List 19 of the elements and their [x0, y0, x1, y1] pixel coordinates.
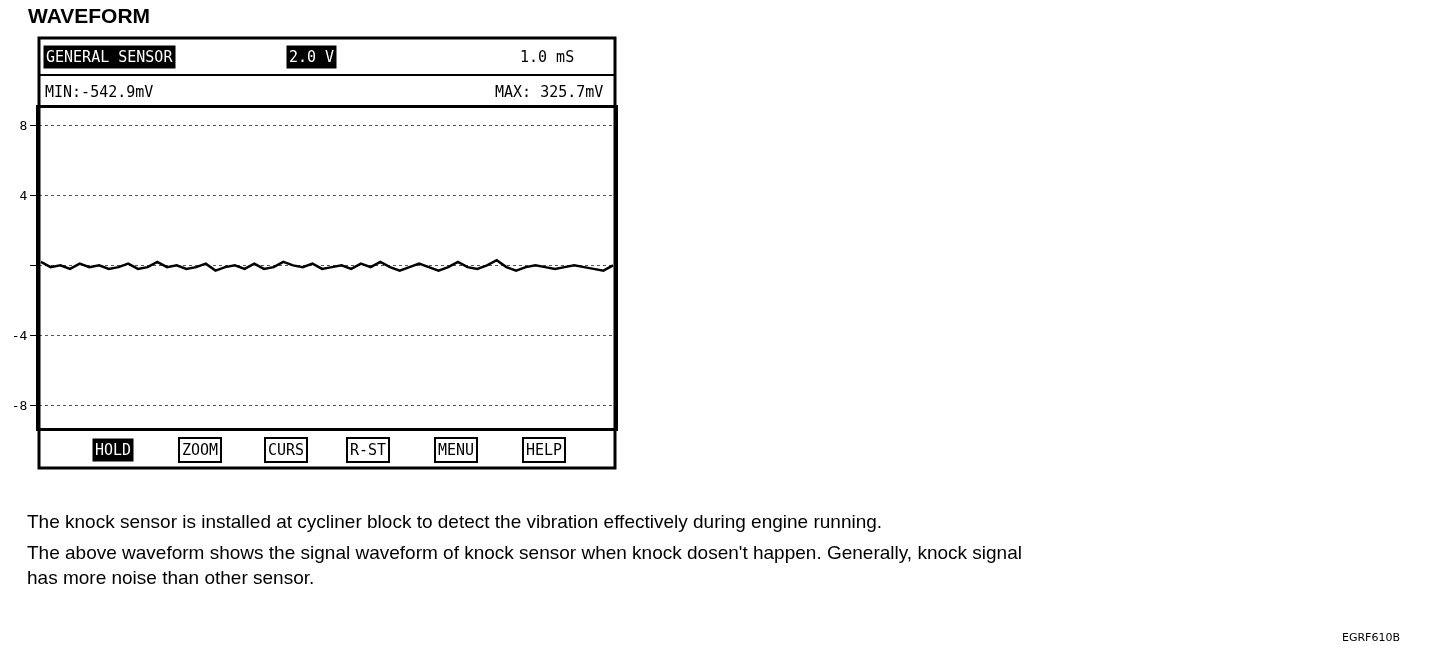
y-tick-label: -8: [11, 397, 28, 413]
y-tick-label: 8: [19, 118, 28, 134]
text: CURS: [268, 441, 305, 459]
text: GENERAL SENSOR: [46, 48, 174, 66]
text: MENU: [438, 441, 475, 459]
text: 2.0 V: [289, 48, 335, 66]
text: HELP: [526, 441, 563, 459]
text: MIN:-542.9mV: [45, 83, 154, 101]
text: The knock sensor is installed at cycliner block to detect the vibration effectively during engine running.: [27, 511, 883, 532]
text: MAX: 325.7mV: [495, 83, 604, 101]
y-tick-label: -4: [11, 327, 28, 343]
text: EGRF610B: [1342, 631, 1400, 644]
text: The above waveform shows the signal waveform of knock sensor when knock dosen't happen. Generally, knock signal has more noise than other sensor.: [27, 542, 1022, 588]
text: ZOOM: [182, 441, 219, 459]
text: 1.0 mS: [520, 48, 575, 66]
text: R-ST: [350, 441, 387, 459]
chart-title: WAVEFORM: [28, 4, 151, 28]
y-tick-label: 4: [19, 187, 28, 203]
text: HOLD: [95, 441, 132, 459]
